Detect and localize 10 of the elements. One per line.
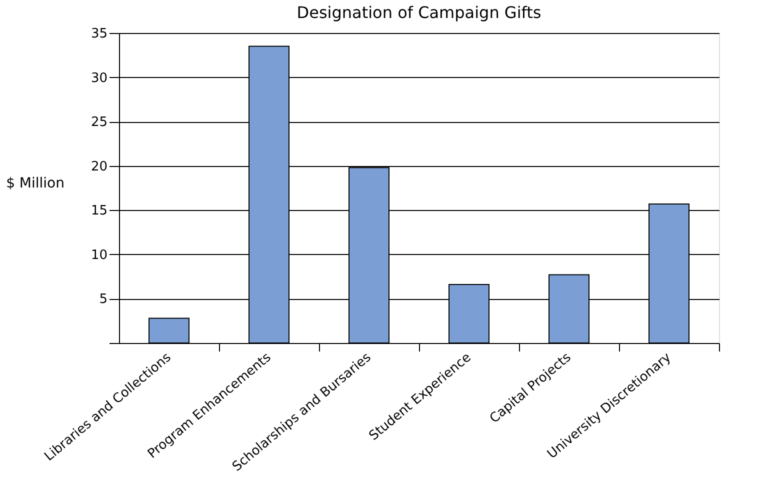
y-tick-label: 35 — [90, 26, 108, 42]
y-tick-label: 30 — [90, 70, 108, 86]
y-tick-label: 15 — [90, 204, 108, 219]
y-tick-label: 25 — [90, 115, 108, 130]
y-axis-title: $ Million — [6, 176, 64, 192]
y-tick-label: 20 — [90, 159, 108, 174]
bar — [148, 318, 190, 344]
y-tick-label: 10 — [90, 248, 108, 263]
y-tick-label: 5 — [99, 292, 108, 308]
chart-title: Designation of Campaign Gifts — [296, 3, 542, 22]
